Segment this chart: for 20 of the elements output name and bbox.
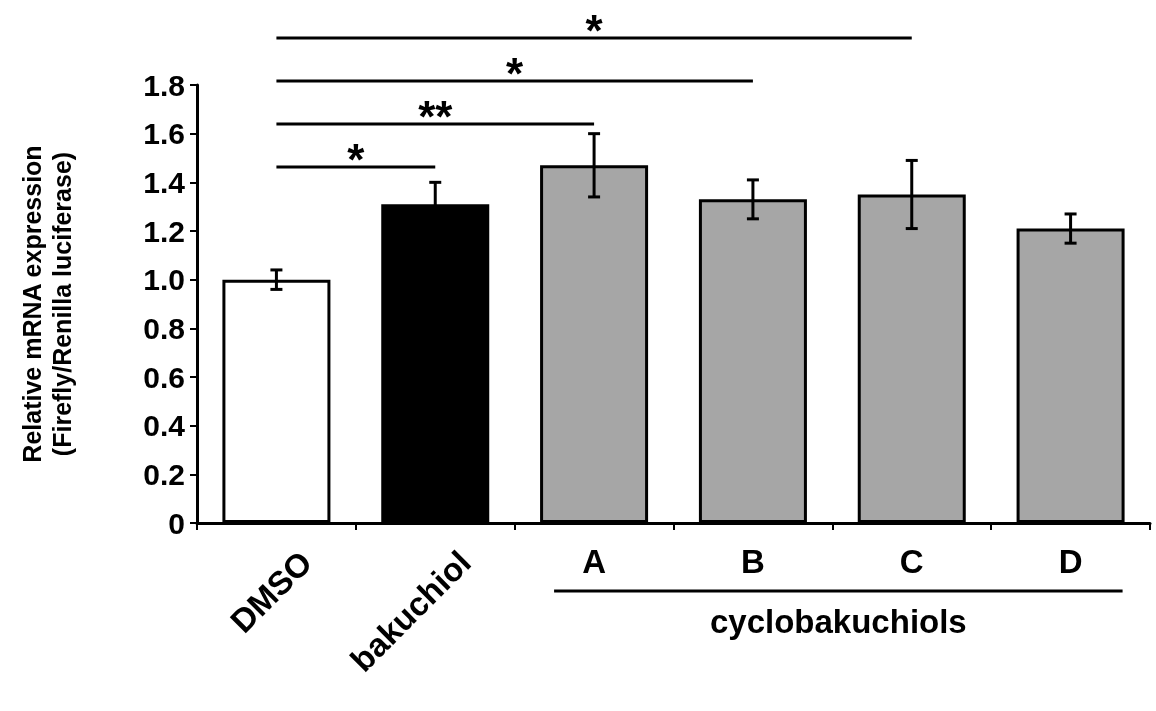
annotation: * xyxy=(347,134,366,184)
y-tick-label: 0 xyxy=(168,506,185,540)
y-tick-label: 1.2 xyxy=(143,214,185,248)
y-tick-label: 1.8 xyxy=(143,68,185,102)
x-tick-label: B xyxy=(740,543,765,580)
y-tick-label: 1.4 xyxy=(143,165,186,199)
y-tick-label: 0.4 xyxy=(143,409,186,443)
y-tick-label: 0.6 xyxy=(143,360,185,394)
y-axis-title: Relative mRNA expression (Firefly/Renilla luciferase) xyxy=(18,145,76,463)
x-tick-label: C xyxy=(899,543,924,580)
text: cyclobakuchiols xyxy=(709,603,967,640)
text: * xyxy=(585,5,604,55)
y-tick-label: 0.2 xyxy=(143,457,185,491)
x-tick-label: D xyxy=(1058,543,1083,580)
x-tick-label: A xyxy=(582,543,607,580)
y-tick-label: 1.0 xyxy=(143,263,185,297)
annotation: ** xyxy=(418,91,454,141)
y-tick-label: 0.8 xyxy=(143,311,185,345)
annotation: * xyxy=(506,48,525,98)
y-tick-label: 1.6 xyxy=(143,117,185,151)
